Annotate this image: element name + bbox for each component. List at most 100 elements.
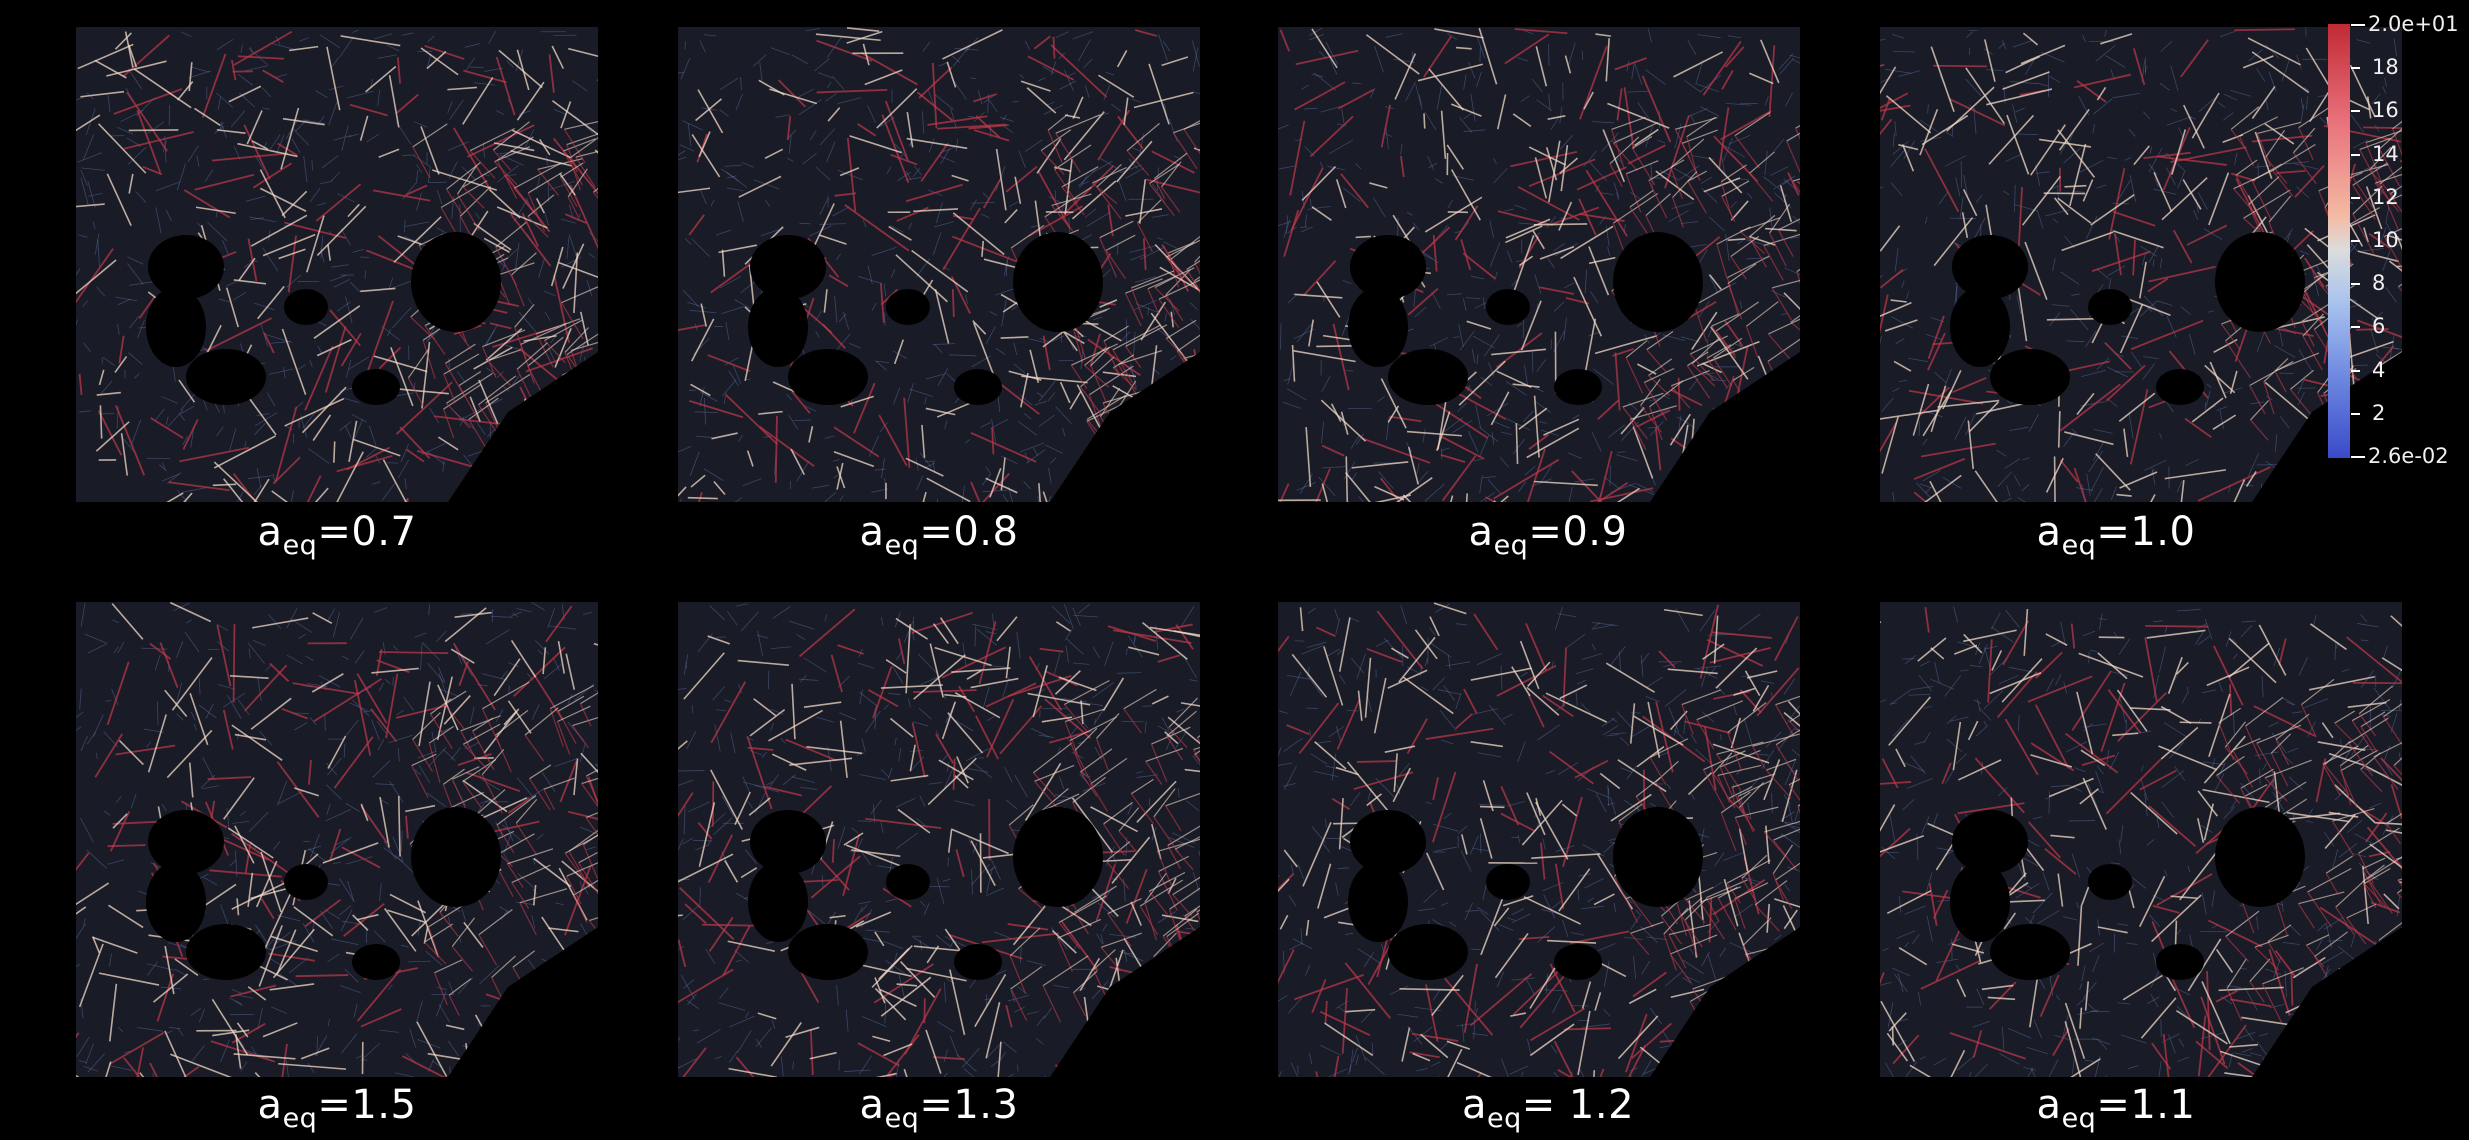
- road-segment: [180, 390, 198, 411]
- road-segment: [228, 85, 262, 103]
- road-segment: [461, 909, 467, 922]
- road-segment: [1429, 337, 1448, 347]
- road-segment: [1072, 31, 1094, 40]
- road-segment: [1892, 141, 1909, 155]
- road-segment: [496, 160, 518, 199]
- road-segment: [1616, 192, 1619, 200]
- road-segment: [76, 259, 117, 295]
- park-area: [411, 232, 501, 332]
- road-segment: [1626, 61, 1629, 72]
- road-segment: [1144, 902, 1157, 941]
- road-segment: [459, 416, 465, 426]
- road-segment: [1613, 182, 1620, 198]
- road-segment: [390, 347, 414, 407]
- road-segment: [1072, 662, 1090, 665]
- road-segment: [1125, 869, 1148, 924]
- road-segment: [707, 635, 731, 645]
- road-segment: [1629, 419, 1647, 451]
- road-segment: [341, 125, 349, 151]
- road-segment: [1701, 828, 1705, 842]
- road-segment: [130, 419, 142, 446]
- road-segment: [1176, 334, 1200, 352]
- road-segment: [905, 183, 963, 203]
- road-segment: [2107, 366, 2129, 378]
- road-segment: [449, 1066, 451, 1075]
- road-segment: [1307, 607, 1316, 614]
- road-segment: [1306, 641, 1327, 648]
- road-segment: [990, 1060, 999, 1068]
- road-segment: [836, 466, 846, 489]
- road-segment: [253, 640, 266, 646]
- road-segment: [456, 371, 465, 382]
- road-segment: [447, 1040, 459, 1057]
- road-segment: [2013, 474, 2021, 487]
- road-segment: [1768, 333, 1791, 360]
- road-segment: [1786, 132, 1800, 142]
- road-segment: [827, 746, 832, 771]
- road-segment: [1441, 739, 1454, 745]
- road-segment: [1294, 974, 1364, 1001]
- road-segment: [2374, 173, 2402, 184]
- road-segment: [1014, 1006, 1025, 1013]
- road-segment: [1673, 729, 1685, 740]
- road-segment: [543, 777, 575, 790]
- road-segment: [213, 461, 259, 502]
- road-segment: [497, 164, 519, 183]
- road-segment: [356, 913, 379, 921]
- road-segment: [2116, 493, 2132, 497]
- road-segment: [1112, 354, 1135, 369]
- road-segment: [684, 903, 707, 924]
- road-segment: [983, 686, 990, 708]
- road-segment: [1496, 370, 1532, 388]
- road-segment: [1607, 787, 1610, 795]
- road-segment: [273, 931, 291, 946]
- road-segment: [1136, 774, 1158, 778]
- road-segment: [935, 934, 951, 947]
- road-segment: [735, 93, 743, 111]
- road-segment: [262, 69, 284, 83]
- road-segment: [1892, 132, 1895, 147]
- road-segment: [117, 298, 130, 306]
- road-segment: [1393, 753, 1398, 792]
- road-segment: [549, 180, 575, 190]
- road-segment: [86, 732, 96, 745]
- road-segment: [512, 612, 519, 618]
- road-segment: [1396, 477, 1433, 502]
- road-segment: [1714, 852, 1725, 867]
- road-segment: [1090, 365, 1108, 404]
- road-segment: [716, 229, 732, 236]
- road-segment: [718, 244, 757, 254]
- road-segment: [768, 709, 823, 742]
- road-segment: [1540, 842, 1546, 880]
- road-segment: [678, 838, 684, 851]
- road-segment: [1351, 1047, 1358, 1063]
- road-segment: [1333, 1055, 1340, 1077]
- road-segment: [1511, 977, 1536, 981]
- road-segment: [1631, 147, 1656, 186]
- road-segment: [248, 811, 269, 832]
- road-segment: [135, 191, 147, 203]
- road-segment: [2057, 411, 2061, 448]
- road-segment: [315, 90, 328, 99]
- road-segment: [1529, 1023, 1575, 1057]
- road-segment: [481, 774, 503, 814]
- road-segment: [1480, 910, 1500, 931]
- bay-water: [1650, 352, 1800, 502]
- road-segment: [1055, 114, 1101, 134]
- road-segment: [418, 681, 431, 747]
- road-segment: [285, 1059, 289, 1077]
- road-segment: [1037, 495, 1040, 502]
- road-segment: [724, 699, 732, 703]
- road-segment: [1161, 56, 1189, 67]
- road-segment: [1469, 835, 1479, 855]
- road-segment: [2197, 466, 2271, 502]
- road-segment: [774, 415, 778, 483]
- road-segment: [1147, 288, 1160, 316]
- road-segment: [1107, 898, 1142, 915]
- road-segment: [92, 221, 96, 229]
- road-segment: [1153, 178, 1166, 200]
- road-segment: [991, 419, 997, 443]
- road-segment: [1490, 391, 1510, 426]
- road-segment: [346, 446, 391, 471]
- road-segment: [903, 621, 914, 643]
